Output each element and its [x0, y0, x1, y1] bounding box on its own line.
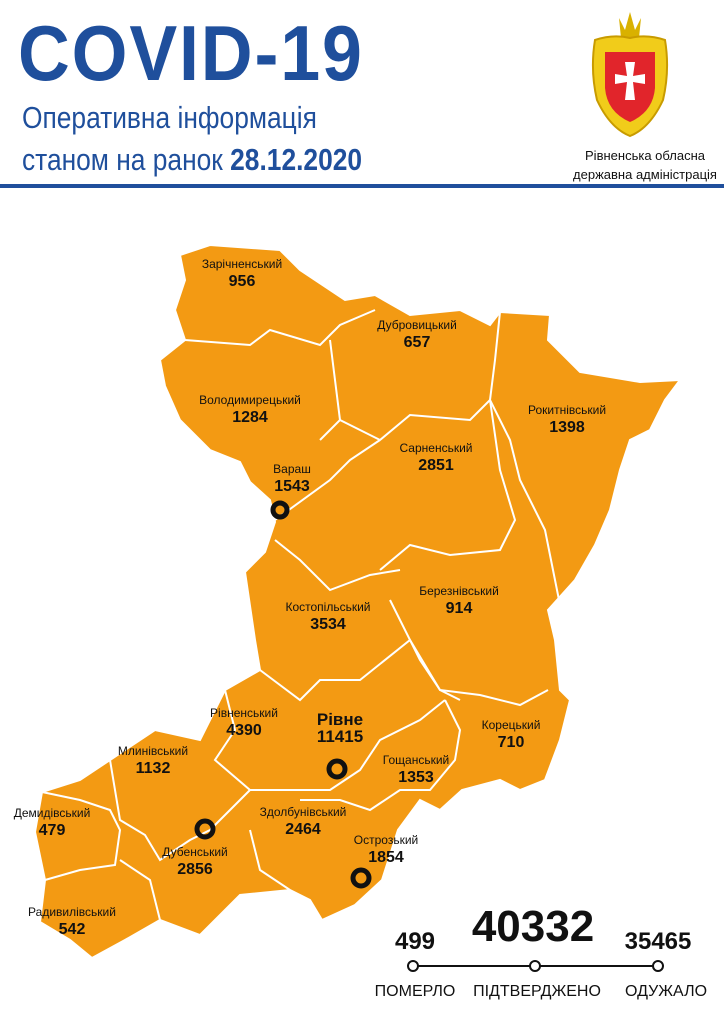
- region-label: Млинівський 1132: [117, 744, 189, 777]
- region-label: Демидівський 479: [13, 806, 91, 839]
- region-label: Рокитнівський 1398: [527, 403, 607, 436]
- city-markers: [194, 500, 372, 889]
- ostroh-marker-icon: [350, 867, 372, 889]
- region-label: Гощанський 1353: [382, 753, 450, 786]
- region-label: Здолбунівський 2464: [259, 805, 347, 838]
- deaths-value: 499: [394, 928, 436, 955]
- recovered-value: 35465: [624, 928, 692, 955]
- region-label: Дубенський 2856: [162, 845, 228, 878]
- deaths-stat: 499: [395, 928, 435, 956]
- rivne-marker-icon: [326, 758, 348, 780]
- region-label: Острозький 1854: [353, 833, 419, 866]
- recovered-dot-icon: [652, 960, 664, 972]
- confirmed-stat: 40332: [472, 902, 594, 952]
- region-label: Дубровицький 657: [377, 318, 457, 351]
- subtitle-date-line: станом на ранок 28.12.2020: [22, 142, 362, 178]
- recovered-label: ОДУЖАЛО: [624, 983, 708, 1000]
- region-label: Костопільський 3534: [285, 600, 371, 633]
- deaths-label: ПОМЕРЛО: [374, 983, 456, 1000]
- region-label: Зарічненський 956: [201, 257, 283, 290]
- confirmed-dot-icon: [529, 960, 541, 972]
- organization-line2: державна адміністрація: [573, 167, 717, 182]
- report-date: 28.12.2020: [230, 142, 363, 177]
- subtitle: Оперативна інформація: [22, 100, 317, 135]
- subtitle-prefix: станом на ранок: [22, 142, 223, 177]
- region-label: Рівненський 4390: [210, 706, 278, 739]
- page-title: COVID-19: [18, 9, 364, 97]
- dubno-marker-icon: [194, 818, 216, 840]
- header-divider: [0, 184, 724, 188]
- confirmed-label: ПІДТВЕРДЖЕНО: [473, 983, 601, 1000]
- region-label: Сарненський 2851: [399, 441, 473, 474]
- region-label: Володимирецький 1284: [199, 393, 301, 426]
- region-label: Корецький 710: [481, 718, 541, 751]
- confirmed-value: 40332: [471, 902, 595, 951]
- region-label: Радивилівський 542: [28, 905, 116, 938]
- organization-name: Рівненська обласна державна адміністраці…: [570, 146, 720, 184]
- recovered-stat: 35465: [625, 928, 692, 956]
- organization-line1: Рівненська обласна: [585, 148, 705, 163]
- deaths-dot-icon: [407, 960, 419, 972]
- region-label-rivne: Рівне 11415: [316, 710, 364, 746]
- district-borders: [41, 309, 561, 921]
- region-label: Вараш 1543: [273, 462, 311, 495]
- crest-icon: [591, 12, 669, 138]
- varash-marker-icon: [270, 500, 290, 520]
- region-label: Березнівський 914: [419, 584, 499, 617]
- oblast-shape: [33, 243, 683, 960]
